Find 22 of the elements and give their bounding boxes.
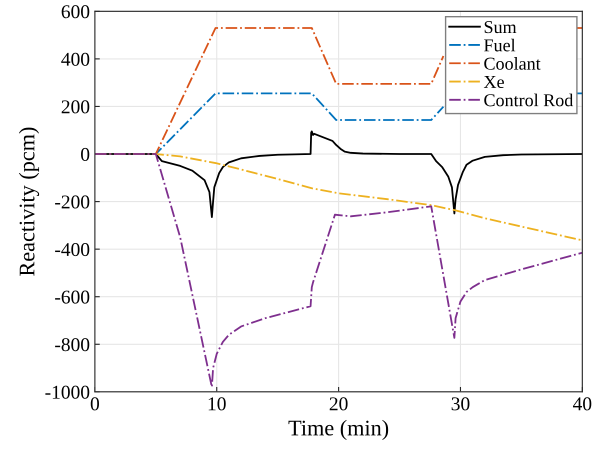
legend-label: Xe — [484, 76, 504, 88]
y-tick-label: -600 — [55, 290, 90, 304]
x-tick-label: 0 — [90, 397, 99, 410]
legend-label: Fuel — [484, 38, 516, 52]
y-tick-label: -400 — [55, 242, 90, 256]
y-tick-label: -800 — [55, 338, 90, 352]
y-tick-label: 0 — [81, 148, 90, 161]
y-tick-label: 600 — [62, 5, 90, 18]
y-tick-label: -200 — [55, 195, 90, 209]
legend-label: Sum — [484, 21, 516, 34]
x-tick-label: 30 — [452, 397, 470, 410]
x-tick-label: 20 — [330, 397, 348, 410]
y-tick-label: -1000 — [45, 386, 90, 399]
x-axis-title: Time (min) — [288, 420, 388, 440]
y-axis-title: Reactivity (pcm) — [18, 128, 40, 276]
y-tick-label: 400 — [61, 52, 90, 66]
legend-label: Coolant — [484, 57, 541, 70]
x-tick-label: 40 — [572, 397, 592, 410]
legend-label: Control Rod — [484, 94, 574, 106]
line-series — [94, 153, 582, 388]
x-tick-label: 10 — [208, 397, 226, 410]
y-tick-label: 200 — [62, 100, 90, 114]
